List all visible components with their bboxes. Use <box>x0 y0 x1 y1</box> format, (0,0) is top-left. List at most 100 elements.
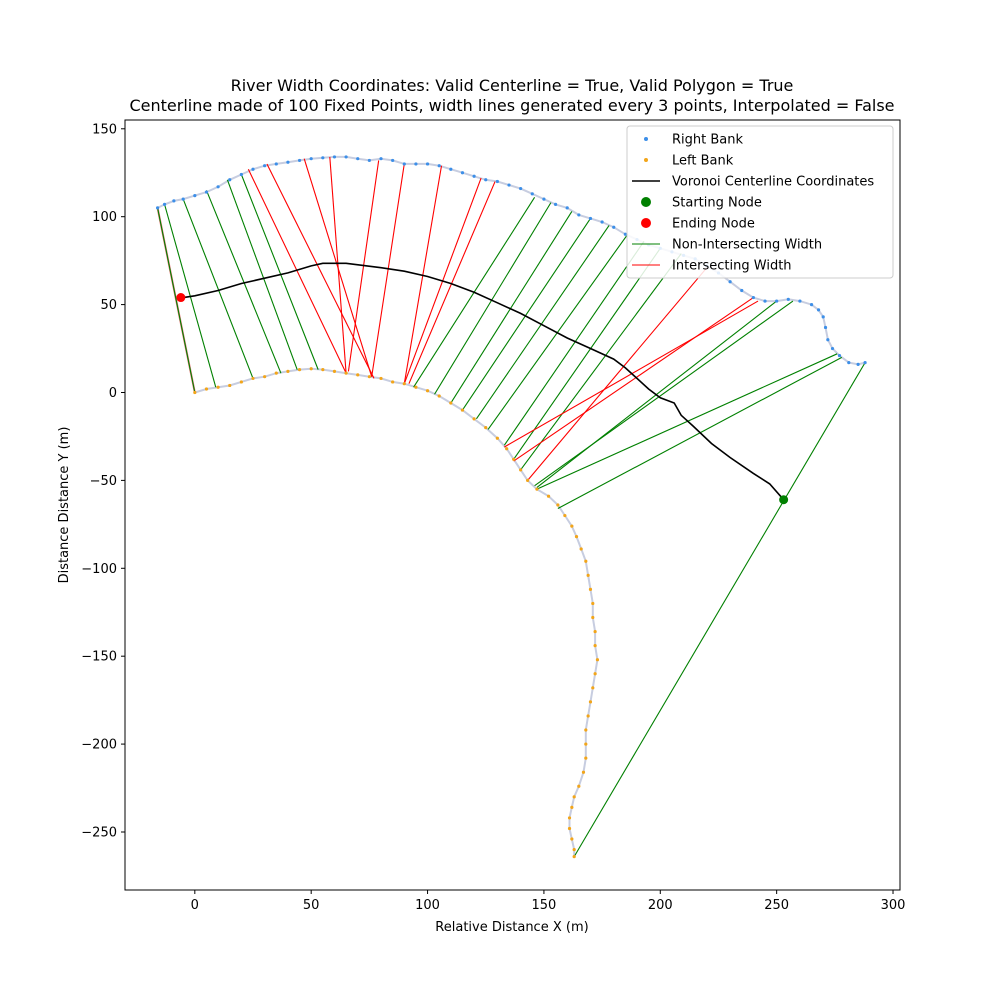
left-bank-point <box>472 417 476 421</box>
right-bank-point <box>816 308 821 312</box>
right-bank-point <box>356 157 360 161</box>
left-bank-point <box>321 368 325 372</box>
y-axis-label: Distance Distance Y (m) <box>57 427 72 584</box>
intersecting-width-line <box>371 163 405 377</box>
left-bank-point <box>556 503 560 507</box>
intersecting-width-line <box>329 156 347 374</box>
non-intersecting-width-line <box>487 233 629 430</box>
right-bank-point <box>740 288 744 293</box>
left-bank-point <box>570 524 574 528</box>
left-bank-point <box>286 369 290 373</box>
legend: Right Bank Left Bank Voronoi Centerline Co… <box>626 125 894 279</box>
y-tick-label: −250 <box>81 825 117 840</box>
right-bank-point <box>274 162 278 166</box>
right-bank-point <box>507 183 511 187</box>
right-bank-point <box>263 164 267 168</box>
left-bank-point <box>588 587 593 591</box>
y-tick-label: −50 <box>90 474 117 489</box>
y-tick-label: −100 <box>81 562 117 577</box>
y-tick-label: 150 <box>92 122 117 137</box>
intersecting-width-line <box>303 158 373 377</box>
intersecting-width-line <box>408 181 496 384</box>
non-intersecting-width-line <box>534 300 794 487</box>
right-bank-point <box>239 172 243 177</box>
legend-label: Intersecting Width <box>672 259 792 274</box>
left-bank-point <box>579 547 583 551</box>
right-bank-point <box>228 178 232 182</box>
right-bank-point <box>798 299 802 303</box>
left-bank-point <box>263 375 267 379</box>
right-bank-point <box>577 213 581 217</box>
centerline <box>183 262 785 501</box>
legend-label: Non-Intersecting Width <box>672 238 822 253</box>
right-bank-point <box>821 315 825 319</box>
legend-label: Ending Node <box>672 217 755 232</box>
right-bank-point <box>588 216 593 221</box>
non-intersecting-width-line <box>475 225 610 420</box>
right-bank-point <box>460 171 465 175</box>
plot-area <box>155 155 867 859</box>
left-bank-point <box>332 369 337 373</box>
y-tick-label: 50 <box>100 298 117 313</box>
right-bank-point <box>823 325 828 330</box>
non-intersecting-width-line <box>434 202 552 395</box>
x-tick-label: 200 <box>648 898 673 913</box>
left-bank-point <box>588 700 593 704</box>
right-bank-point <box>495 179 499 184</box>
non-intersecting-width-line <box>503 240 645 446</box>
right-bank-point <box>565 206 569 210</box>
left-bank-point <box>356 373 360 377</box>
right-bank-point <box>251 167 255 171</box>
right-bank-point <box>775 299 779 303</box>
y-axis: 150 100 50 0 −50 −100 −150 −200 −250 <box>81 122 125 840</box>
left-bank-point <box>572 854 576 859</box>
left-bank-point <box>379 376 383 381</box>
right-bank-point <box>612 225 616 229</box>
right-bank-point <box>286 160 290 164</box>
right-bank-point <box>297 158 302 163</box>
legend-label: Voronoi Centerline Coordinates <box>672 175 874 190</box>
right-bank-point <box>623 232 627 236</box>
right-bank-point <box>542 197 546 201</box>
left-bank-point <box>495 436 499 440</box>
ending-node <box>176 293 186 303</box>
chart-title: River Width Coordinates: Valid Centerlin… <box>231 76 794 95</box>
left-bank-point <box>228 383 232 388</box>
left-bank-point <box>193 390 197 395</box>
left-bank-point <box>402 382 406 386</box>
legend-marker <box>641 197 651 207</box>
legend-label: Right Bank <box>672 133 743 148</box>
left-bank-point <box>414 385 418 389</box>
left-bank-point <box>251 376 255 381</box>
left-bank-point <box>593 672 597 676</box>
left-bank-point <box>449 401 453 405</box>
right-bank-point <box>204 190 209 194</box>
starting-node <box>779 495 789 505</box>
right-bank-point <box>553 202 558 206</box>
x-axis: 0 50 100 150 200 250 300 <box>191 890 905 913</box>
right-bank-point <box>344 155 348 159</box>
right-bank-point <box>472 174 476 178</box>
y-tick-label: −200 <box>81 738 117 753</box>
left-bank-point <box>595 658 600 662</box>
left-bank-point <box>584 756 588 760</box>
right-bank-point <box>402 162 406 166</box>
right-bank-point <box>809 302 814 307</box>
left-bank-point <box>584 742 588 746</box>
right-bank-point <box>847 361 851 365</box>
x-tick-label: 0 <box>191 898 199 913</box>
left-bank-point <box>546 494 551 498</box>
left-bank-point <box>591 601 595 606</box>
y-tick-label: −150 <box>81 650 117 665</box>
non-intersecting-width-line <box>205 190 282 374</box>
right-bank-point <box>309 157 313 161</box>
left-bank-outline <box>194 367 599 857</box>
right-bank-point <box>484 178 488 182</box>
x-tick-label: 100 <box>415 898 440 913</box>
left-bank-point <box>577 784 581 788</box>
left-bank-point <box>591 615 595 620</box>
chart-subtitle: Centerline made of 100 Fixed Points, wid… <box>129 96 894 115</box>
right-bank-point <box>414 162 418 166</box>
left-bank-point <box>584 559 588 563</box>
